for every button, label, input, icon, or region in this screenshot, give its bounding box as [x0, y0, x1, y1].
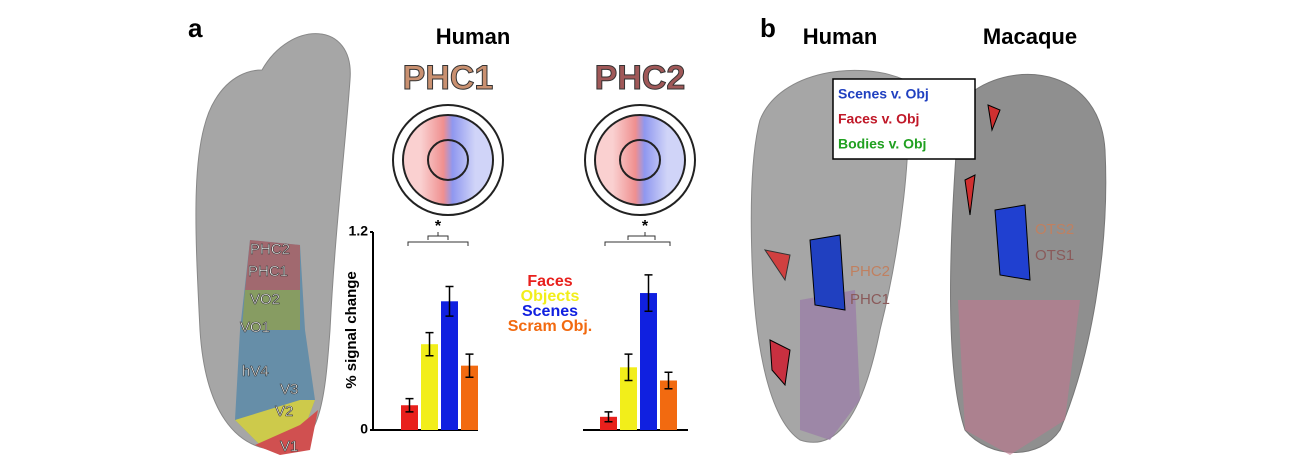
bar — [421, 344, 438, 430]
annotation: * — [642, 218, 649, 235]
polar-plot — [392, 104, 696, 216]
legend-entry: Bodies v. Obj — [838, 136, 926, 152]
roi-label: V1 — [280, 438, 298, 455]
roi-label: V2 — [275, 403, 293, 420]
roi-label: OTS1 — [1035, 247, 1074, 264]
roi-patch — [987, 104, 1001, 132]
roi-label: PHC2 — [250, 241, 290, 258]
y-axis-label: % signal change — [343, 271, 360, 389]
error-bar — [624, 353, 633, 382]
roi-label: PHC1 — [248, 263, 288, 280]
error-bar — [425, 331, 434, 357]
roi-patch — [800, 290, 860, 440]
roi-label: PHC2 — [850, 263, 890, 280]
legend-box — [832, 78, 976, 160]
legend-entry: Faces v. Obj — [838, 111, 919, 127]
y-tick-label: 0 — [360, 421, 368, 437]
panel-title: Human — [803, 24, 878, 49]
roi-label: VO1 — [240, 319, 270, 336]
roi-label: hV4 — [242, 363, 269, 380]
roi-label: PHC1 — [850, 291, 890, 308]
panel-title: Human — [436, 24, 511, 49]
error-bar — [445, 285, 454, 317]
legend-entry: Scram Obj. — [508, 318, 592, 335]
bar — [461, 365, 478, 430]
roi-patch — [245, 240, 300, 290]
panel-label: b — [760, 13, 776, 43]
error-bar — [604, 411, 613, 423]
error-bar — [664, 371, 673, 390]
bar — [640, 293, 657, 430]
roi-patch — [994, 204, 1031, 281]
bar — [620, 367, 637, 430]
legend-entry: Objects — [521, 288, 580, 305]
legend-entry: Scenes v. Obj — [838, 86, 929, 102]
roi-label: V3 — [280, 381, 298, 398]
roi-label: OTS2 — [1035, 221, 1074, 238]
panel-label: a — [188, 13, 203, 43]
roi-patch — [809, 234, 846, 311]
bar — [441, 301, 458, 430]
roi-patch — [769, 339, 791, 387]
legend-entry: Scenes — [522, 303, 578, 320]
y-tick-label: 1.2 — [349, 223, 369, 239]
annotation: * — [435, 218, 442, 235]
error-bar — [465, 353, 474, 378]
error-bar — [405, 397, 414, 413]
roi-patch — [242, 290, 300, 330]
bar — [660, 380, 677, 430]
roi-patch — [958, 300, 1080, 455]
legend-entry: Faces — [527, 273, 572, 290]
error-bar — [644, 274, 653, 312]
roi-patch — [964, 174, 976, 216]
chart-title: PHC2 — [595, 59, 686, 97]
significance-bracket — [407, 232, 671, 246]
roi-patch — [763, 249, 791, 282]
roi-patch — [255, 410, 318, 455]
bar — [600, 416, 617, 430]
roi-label: VO2 — [250, 291, 280, 308]
panel-title: Macaque — [983, 24, 1077, 49]
bar — [401, 405, 418, 430]
chart-title: PHC1 — [403, 59, 494, 97]
